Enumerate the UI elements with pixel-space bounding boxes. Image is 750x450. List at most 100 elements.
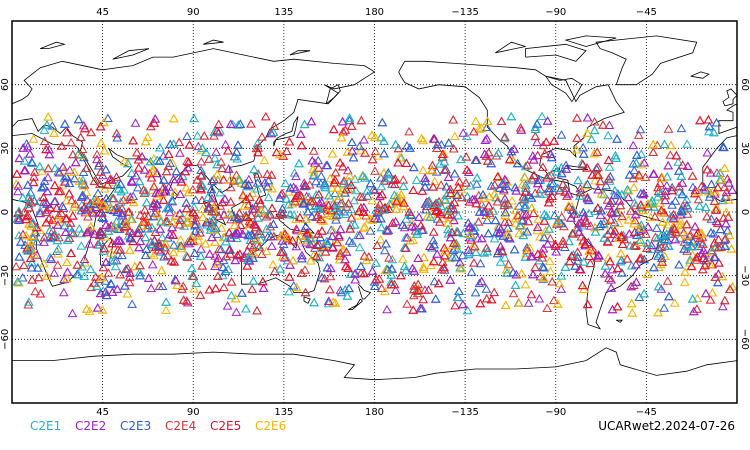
coastline <box>702 135 738 202</box>
occultation-point <box>653 281 664 291</box>
occultation-point <box>197 181 208 190</box>
occultation-point <box>499 252 510 262</box>
occultation-point <box>404 126 414 136</box>
occultation-point <box>86 282 96 291</box>
occultation-point <box>671 150 682 160</box>
occultation-point <box>327 148 338 158</box>
occultation-point <box>394 152 405 162</box>
occultation-point <box>330 298 341 307</box>
occultation-point <box>233 140 243 149</box>
occultation-point <box>430 294 441 303</box>
occultation-point <box>125 268 135 277</box>
occultation-point <box>309 158 320 167</box>
occultation-point <box>709 184 719 194</box>
occultation-point <box>679 277 690 286</box>
occultation-point <box>502 268 512 277</box>
occultation-point <box>267 203 277 212</box>
occultation-point <box>612 263 623 273</box>
occultation-point <box>284 272 295 281</box>
occultation-point <box>695 233 705 243</box>
occultation-point <box>226 277 237 286</box>
occultation-point <box>396 270 406 280</box>
occultation-point <box>327 231 338 240</box>
legend-item: C2E1 <box>30 419 61 433</box>
occultation-point <box>295 129 306 138</box>
occultation-point <box>668 220 679 230</box>
occultation-point <box>125 245 135 254</box>
occultation-point <box>317 226 327 235</box>
occultation-point <box>648 139 659 149</box>
occultation-point <box>594 251 605 260</box>
legend-item: C2E2 <box>75 419 106 433</box>
occultation-point <box>141 197 152 207</box>
occultation-point <box>318 216 328 225</box>
occultation-point <box>195 227 205 237</box>
occultation-point <box>74 223 85 233</box>
lon-tick-top: 45 <box>96 7 109 18</box>
occultation-point <box>189 284 199 293</box>
occultation-point <box>556 271 567 280</box>
occultation-point <box>384 199 395 208</box>
occultation-point <box>192 130 203 140</box>
occultation-point <box>368 184 379 194</box>
occultation-point <box>632 230 642 239</box>
occultation-point <box>341 184 352 194</box>
occultation-point <box>515 220 525 229</box>
occultation-point <box>66 248 77 257</box>
occultation-point <box>461 178 471 187</box>
occultation-point <box>14 153 25 163</box>
occultation-point <box>510 182 521 192</box>
occultation-point <box>209 174 219 183</box>
occultation-point <box>379 148 389 158</box>
occultation-point <box>704 126 714 136</box>
occultation-point <box>314 198 325 208</box>
occultation-point <box>175 174 186 183</box>
occultation-point <box>629 218 640 228</box>
occultation-point <box>617 268 627 277</box>
occultation-point <box>96 138 106 147</box>
occultation-point <box>429 276 440 286</box>
occultation-point <box>95 121 106 131</box>
occultation-point <box>294 158 304 168</box>
lon-tick-top: 135 <box>274 7 293 18</box>
occultation-point <box>520 187 531 196</box>
occultation-point <box>648 147 659 156</box>
occultation-point <box>309 170 319 179</box>
occultation-point <box>152 155 162 164</box>
occultation-point <box>401 158 412 167</box>
occultation-point <box>482 156 493 165</box>
occultation-point <box>703 114 714 124</box>
occultation-point <box>230 293 241 303</box>
occultation-point <box>716 174 727 184</box>
occultation-point <box>563 189 574 198</box>
occultation-point <box>252 305 262 315</box>
occultation-point <box>410 222 420 231</box>
occultation-point <box>425 241 435 250</box>
occultation-point <box>125 214 136 223</box>
occultation-point <box>413 253 424 262</box>
occultation-point <box>174 219 185 229</box>
occultation-point <box>554 278 565 288</box>
occultation-point <box>14 213 25 223</box>
occultation-point <box>639 288 649 298</box>
occultation-point <box>707 287 718 297</box>
occultation-point <box>384 173 395 183</box>
occultation-point <box>262 181 273 191</box>
occultation-point <box>713 277 723 287</box>
occultation-point <box>127 177 137 186</box>
occultation-point <box>226 209 237 219</box>
occultation-point <box>540 148 550 158</box>
occultation-point <box>653 182 663 192</box>
occultation-point <box>516 125 527 134</box>
occultation-point <box>503 232 514 242</box>
occultation-point <box>556 284 567 293</box>
occultation-point <box>147 166 158 176</box>
occultation-point <box>660 190 671 200</box>
occultation-point <box>545 149 556 159</box>
occultation-point <box>196 156 207 166</box>
occultation-point <box>640 172 651 181</box>
occultation-point <box>337 199 347 209</box>
occultation-point <box>49 180 60 190</box>
occultation-point <box>465 180 476 190</box>
occultation-point <box>400 265 411 275</box>
